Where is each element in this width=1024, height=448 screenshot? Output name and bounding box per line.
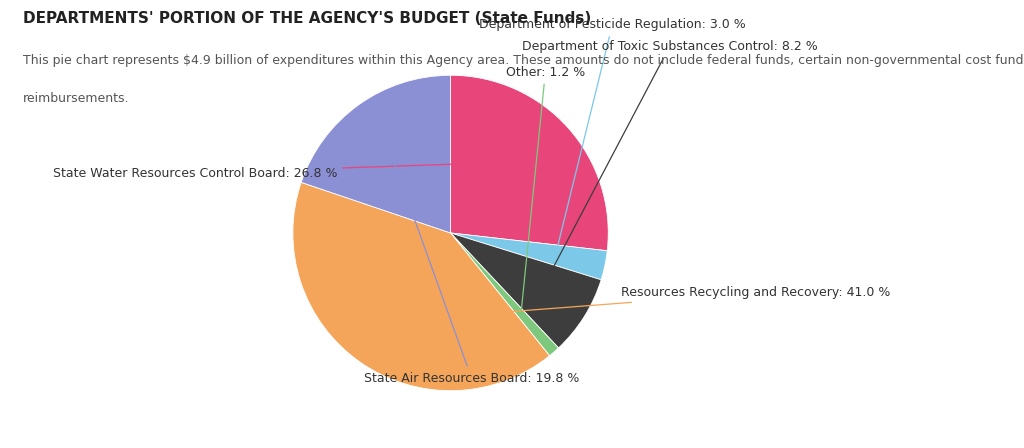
- Text: reimbursements.: reimbursements.: [23, 92, 129, 105]
- Wedge shape: [301, 75, 451, 233]
- Wedge shape: [451, 233, 558, 356]
- Text: DEPARTMENTS' PORTION OF THE AGENCY'S BUDGET (State Funds): DEPARTMENTS' PORTION OF THE AGENCY'S BUD…: [23, 11, 591, 26]
- Text: State Water Resources Control Board: 26.8 %: State Water Resources Control Board: 26.…: [52, 162, 527, 180]
- Text: Other: 1.2 %: Other: 1.2 %: [506, 65, 585, 311]
- Wedge shape: [451, 233, 601, 348]
- Text: This pie chart represents $4.9 billion of expenditures within this Agency area. : This pie chart represents $4.9 billion o…: [23, 54, 1024, 67]
- Text: State Air Resources Board: 19.8 %: State Air Resources Board: 19.8 %: [364, 148, 580, 384]
- Text: Department of Pesticide Regulation: 3.0 %: Department of Pesticide Regulation: 3.0 …: [479, 18, 745, 252]
- Text: Resources Recycling and Recovery: 41.0 %: Resources Recycling and Recovery: 41.0 %: [392, 286, 890, 321]
- Wedge shape: [451, 233, 607, 280]
- Text: Department of Toxic Substances Control: 8.2 %: Department of Toxic Substances Control: …: [521, 40, 817, 287]
- Wedge shape: [293, 182, 550, 391]
- Wedge shape: [451, 75, 608, 251]
